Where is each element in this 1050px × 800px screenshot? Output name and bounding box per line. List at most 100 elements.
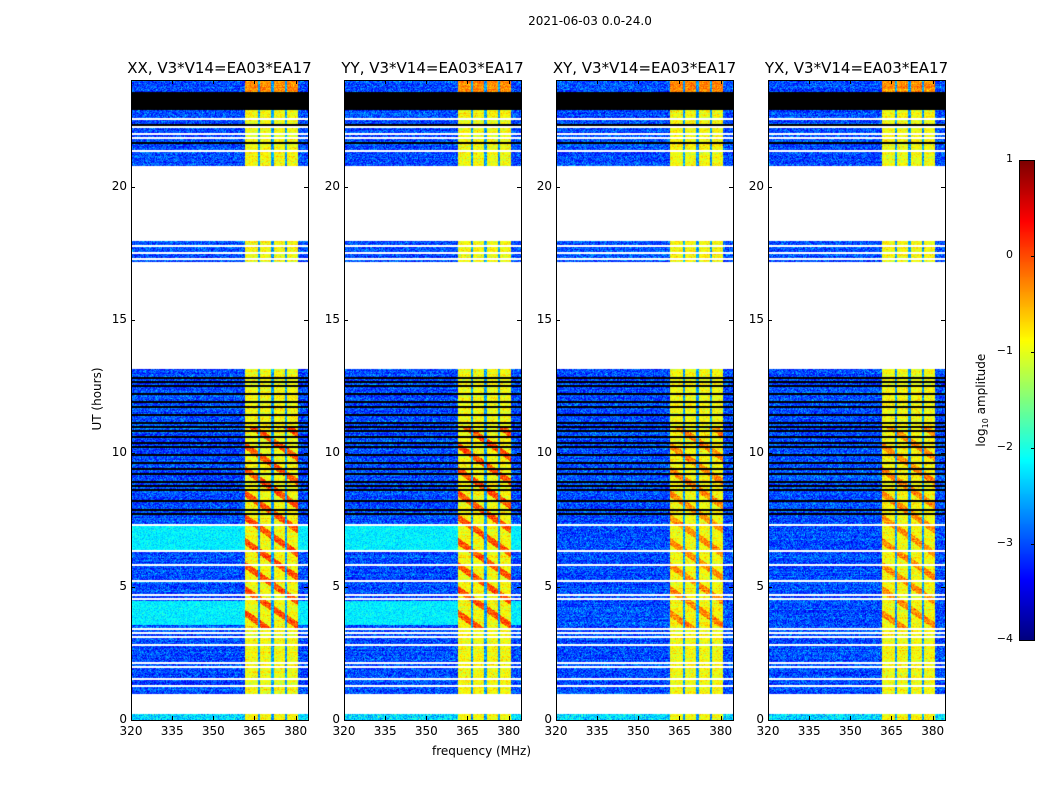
x-tick-label: 335: [797, 724, 821, 738]
x-tick-mark: [426, 716, 428, 720]
y-tick-mark: [517, 186, 521, 188]
colorbar-tick-mark: [1031, 544, 1035, 545]
y-tick-mark: [768, 320, 772, 321]
x-tick-mark: [213, 716, 215, 720]
x-tick-mark: [385, 716, 387, 720]
heatmap-image: [132, 81, 308, 720]
x-tick-mark: [638, 716, 640, 720]
colorbar-label-rest: amplitude: [973, 353, 988, 419]
x-tick-mark: [295, 80, 297, 84]
x-tick-label: 350: [414, 724, 438, 738]
x-tick-mark: [850, 80, 852, 84]
y-tick-label: 15: [536, 312, 552, 326]
heatmap-image: [557, 81, 733, 720]
x-tick-label: 380: [921, 724, 945, 738]
y-tick-mark: [768, 453, 772, 455]
y-tick-mark: [556, 586, 560, 588]
x-tick-mark: [344, 80, 345, 84]
x-tick-mark: [556, 716, 557, 720]
colorbar-tick-mark: [1031, 256, 1035, 257]
y-tick-mark: [941, 453, 945, 455]
x-tick-mark: [809, 716, 811, 720]
x-tick-mark: [932, 80, 934, 84]
x-tick-mark: [597, 716, 599, 720]
panel-title: XY, V3*V14=EA03*EA17: [552, 59, 737, 77]
colorbar: [1019, 160, 1035, 641]
colorbar-tick-label: −4: [996, 632, 1013, 645]
y-tick-label: 20: [748, 178, 764, 193]
x-tick-mark: [508, 716, 510, 720]
y-tick-mark: [517, 453, 521, 455]
colorbar-tick-label: −3: [996, 536, 1013, 549]
colorbar-label-sub: 10: [981, 418, 991, 429]
x-tick-label: 335: [373, 724, 397, 738]
y-tick-mark: [344, 720, 348, 721]
y-tick-mark: [941, 586, 945, 588]
colorbar-tick-label: −1: [996, 344, 1013, 357]
y-axis-label: UT (hours): [90, 367, 104, 431]
y-tick-label: 15: [111, 312, 127, 326]
panel-title: XX, V3*V14=EA03*EA17: [127, 59, 312, 77]
y-tick-label: 10: [748, 445, 764, 460]
heatmap-image: [769, 81, 945, 720]
spectrogram-panel-xx: [131, 80, 309, 721]
x-tick-mark: [679, 80, 681, 84]
y-tick-mark: [729, 586, 733, 588]
y-tick-mark: [131, 720, 135, 721]
x-tick-mark: [768, 716, 769, 720]
y-tick-label: 5: [332, 578, 340, 593]
x-tick-mark: [426, 80, 428, 84]
x-tick-mark: [131, 716, 132, 720]
x-tick-mark: [172, 716, 174, 720]
y-tick-label: 20: [324, 178, 340, 193]
y-tick-label: 10: [536, 445, 552, 460]
y-tick-mark: [768, 186, 772, 188]
y-tick-mark: [344, 586, 348, 588]
x-tick-label: 365: [243, 724, 266, 738]
y-tick-label: 0: [119, 712, 127, 726]
y-tick-mark: [344, 186, 348, 188]
x-tick-mark: [850, 716, 852, 720]
x-tick-mark: [720, 80, 722, 84]
x-tick-mark: [768, 80, 769, 84]
y-tick-mark: [344, 453, 348, 455]
x-tick-label: 335: [585, 724, 609, 738]
y-tick-label: 10: [111, 445, 127, 460]
colorbar-tick-mark: [1031, 640, 1035, 641]
x-tick-label: 365: [456, 724, 479, 738]
x-tick-mark: [344, 716, 345, 720]
x-tick-label: 380: [284, 724, 308, 738]
x-tick-mark: [809, 80, 811, 84]
x-axis-label: frequency (MHz): [432, 744, 532, 758]
x-tick-mark: [172, 80, 174, 84]
y-tick-mark: [344, 320, 348, 321]
y-tick-mark: [941, 720, 945, 721]
y-tick-mark: [304, 453, 308, 455]
y-tick-mark: [517, 720, 521, 721]
x-tick-mark: [891, 716, 893, 720]
y-tick-mark: [729, 453, 733, 455]
y-tick-mark: [304, 586, 308, 588]
x-tick-label: 350: [626, 724, 650, 738]
y-tick-mark: [556, 453, 560, 455]
figure-title: 2021-06-03 0.0-24.0: [528, 14, 652, 28]
y-tick-mark: [556, 320, 560, 321]
y-tick-mark: [131, 186, 135, 188]
x-tick-label: 320: [332, 724, 356, 738]
x-tick-mark: [556, 80, 557, 84]
y-tick-mark: [768, 720, 772, 721]
y-tick-label: 0: [756, 712, 764, 726]
y-tick-mark: [556, 186, 560, 188]
x-tick-label: 350: [201, 724, 225, 738]
y-tick-mark: [729, 186, 733, 188]
y-tick-label: 5: [756, 578, 764, 593]
y-tick-label: 15: [748, 312, 764, 326]
y-tick-label: 20: [536, 178, 552, 193]
spectrogram-panel-yx: [768, 80, 946, 721]
x-tick-mark: [213, 80, 215, 84]
x-tick-label: 320: [756, 724, 780, 738]
x-tick-mark: [679, 716, 681, 720]
heatmap-image: [345, 81, 521, 720]
y-tick-mark: [131, 453, 135, 455]
x-tick-label: 335: [160, 724, 184, 738]
